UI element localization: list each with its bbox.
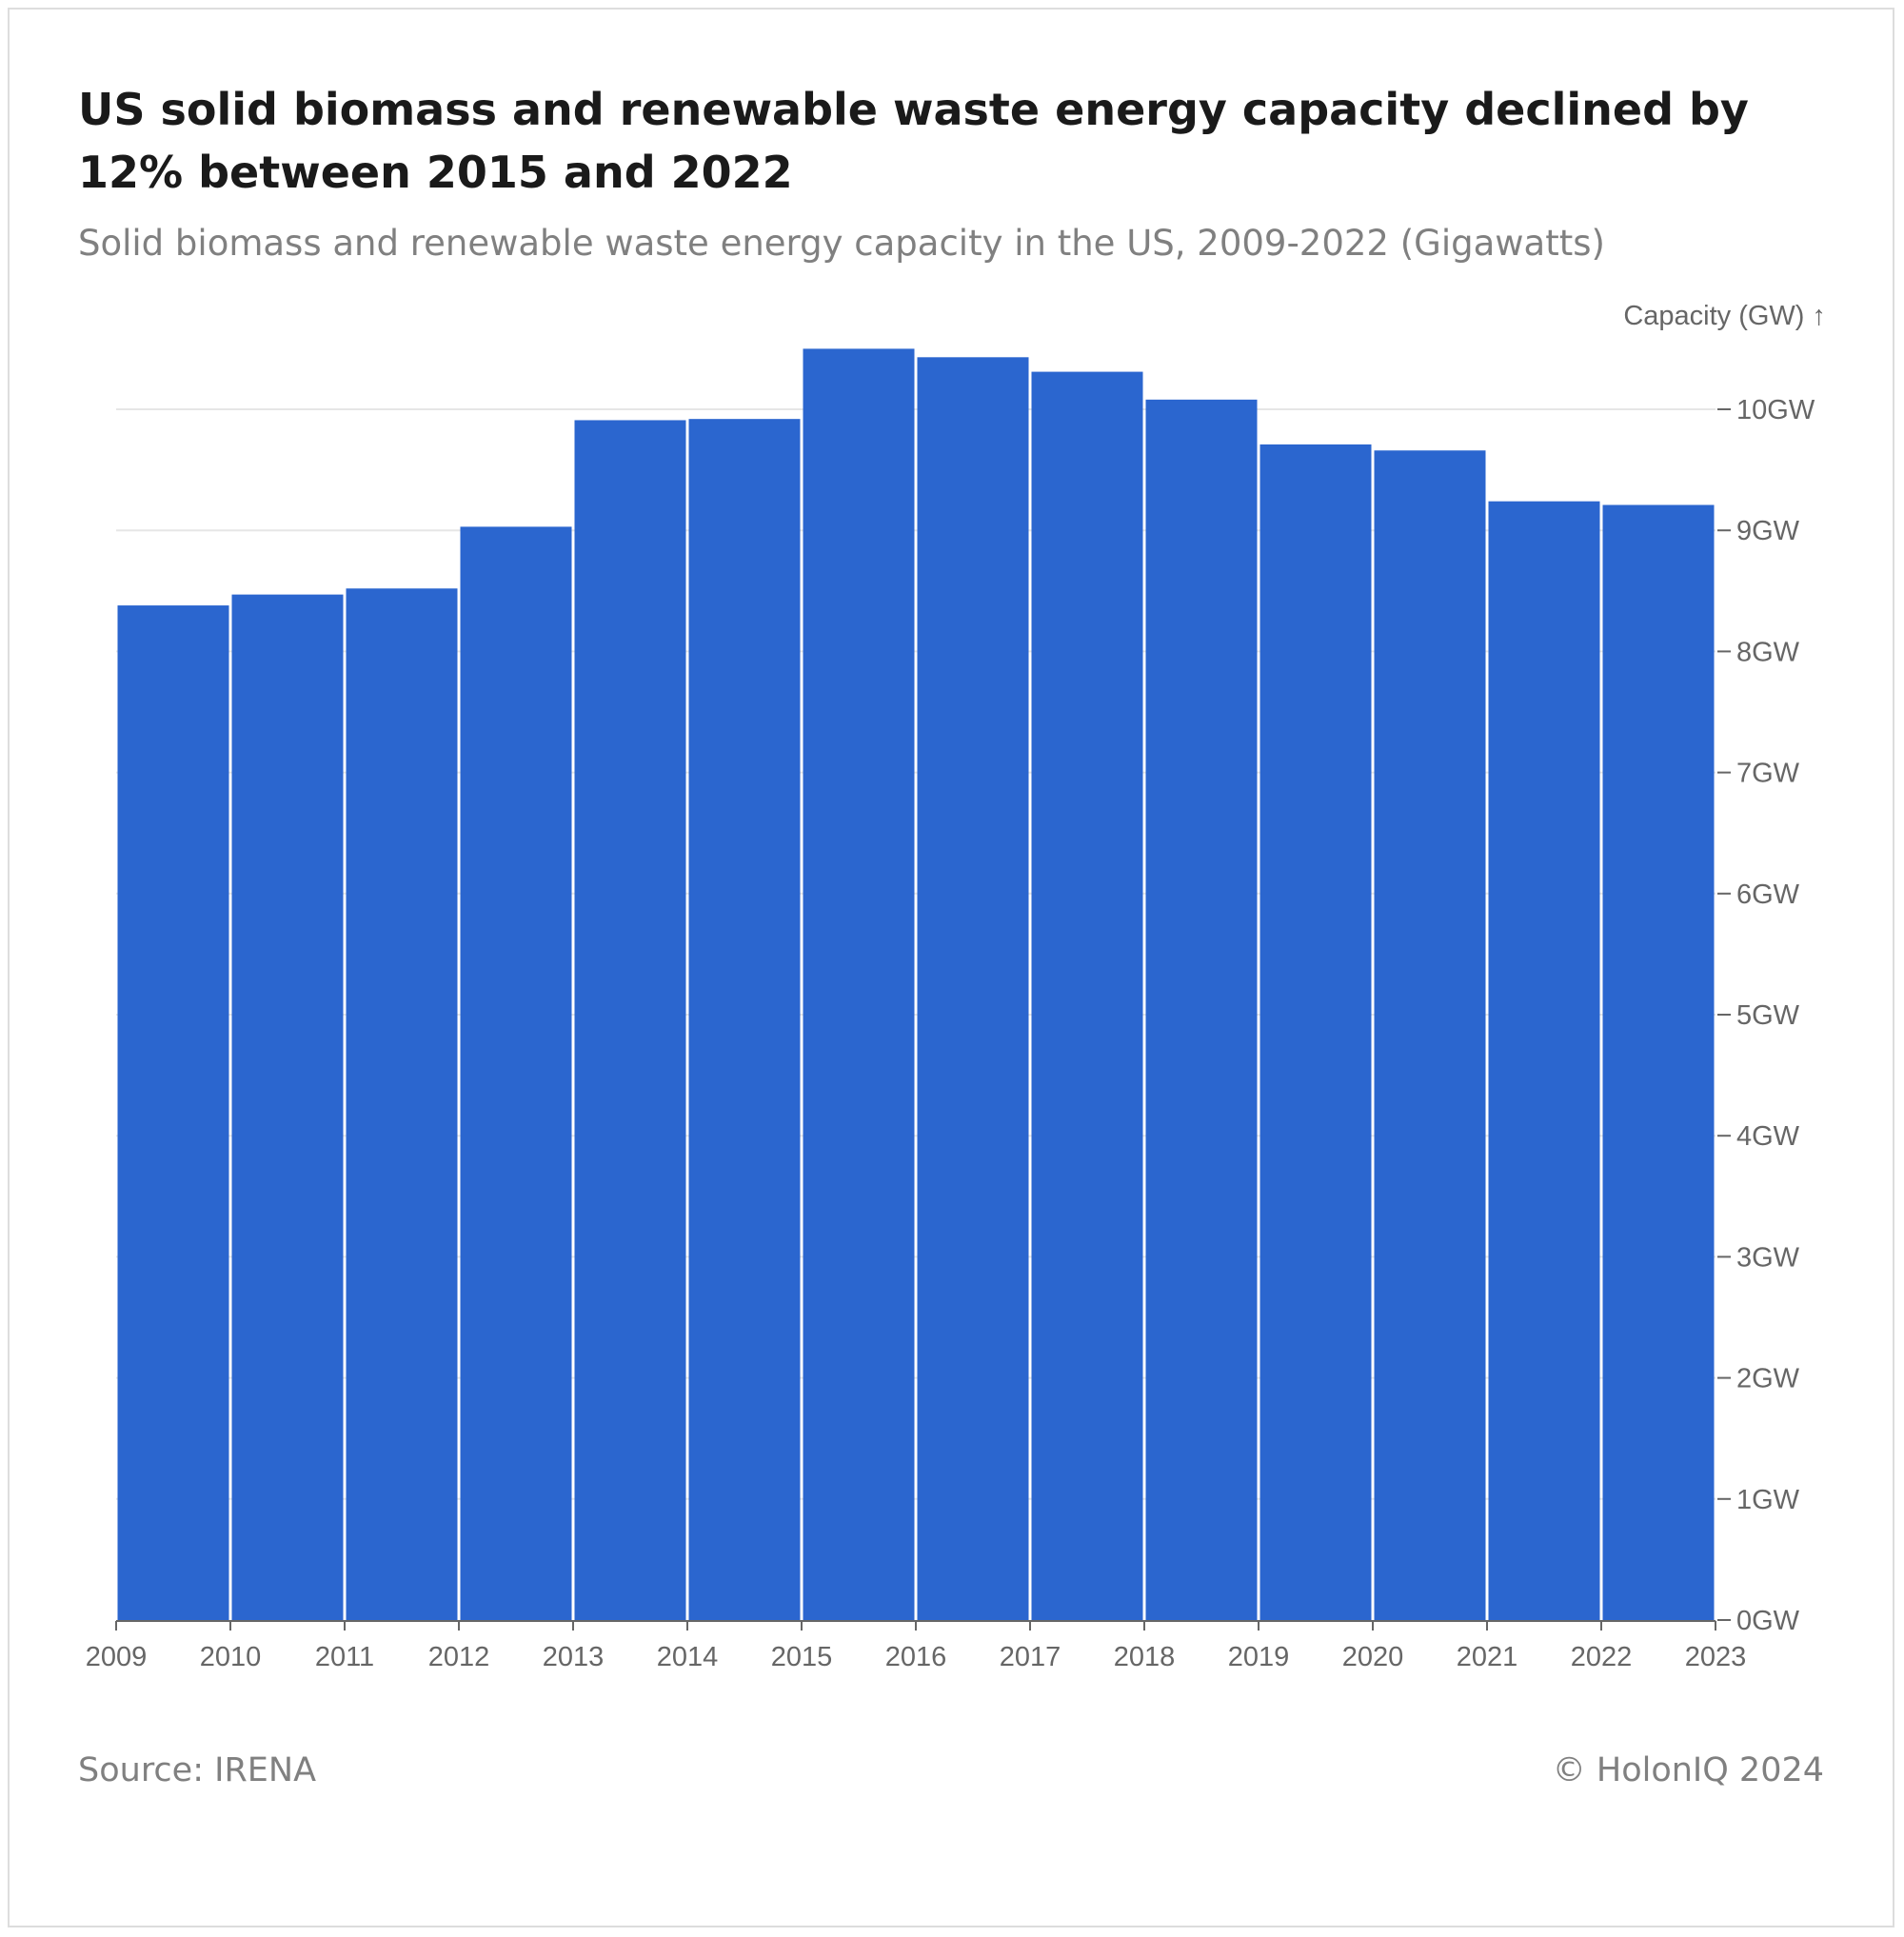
copyright-note: © HolonIQ 2024	[1552, 1751, 1824, 1789]
bars	[117, 348, 1715, 1621]
x-tick-label-2017: 2017	[1000, 1642, 1061, 1672]
x-tick-label-2016: 2016	[885, 1642, 947, 1672]
y-tick-label-3GW: 3GW	[1736, 1242, 1800, 1273]
x-tick-label-2023: 2023	[1685, 1642, 1747, 1672]
y-tick-label-10GW: 10GW	[1736, 395, 1815, 425]
bar-2016	[917, 357, 1029, 1621]
y-tick-label-9GW: 9GW	[1736, 516, 1800, 546]
y-tick-label-2GW: 2GW	[1736, 1364, 1800, 1394]
x-tick-label-2013: 2013	[543, 1642, 605, 1672]
chart-subtitle: Solid biomass and renewable waste energy…	[78, 223, 1605, 264]
x-tick-label-2010: 2010	[200, 1642, 262, 1672]
bar-2018	[1145, 399, 1258, 1621]
bar-2017	[1031, 371, 1143, 1620]
bar-2020	[1374, 450, 1486, 1620]
bar-2013	[574, 420, 686, 1620]
bar-2011	[346, 588, 458, 1620]
x-tick-label-2020: 2020	[1342, 1642, 1404, 1672]
x-tick-label-2022: 2022	[1571, 1642, 1633, 1672]
bar-2012	[460, 526, 572, 1620]
y-tick-label-7GW: 7GW	[1736, 759, 1800, 789]
source-note: Source: IRENA	[78, 1751, 317, 1789]
y-axis-title: Capacity (GW) ↑	[1623, 301, 1826, 331]
bar-2021	[1488, 501, 1600, 1620]
x-tick-label-2015: 2015	[771, 1642, 833, 1672]
bar-2019	[1259, 444, 1372, 1621]
bar-2022	[1602, 504, 1715, 1620]
x-tick-label-2014: 2014	[657, 1642, 719, 1672]
y-tick-label-5GW: 5GW	[1736, 1000, 1800, 1031]
y-tick-label-1GW: 1GW	[1736, 1485, 1800, 1515]
x-tick-label-2009: 2009	[86, 1642, 148, 1672]
bar-2010	[231, 594, 344, 1621]
x-tick-label-2018: 2018	[1114, 1642, 1176, 1672]
y-tick-label-8GW: 8GW	[1736, 637, 1800, 667]
bar-2015	[803, 348, 915, 1620]
chart-title: US solid biomass and renewable waste ene…	[78, 84, 1749, 198]
y-tick-label-0GW: 0GW	[1736, 1606, 1800, 1636]
bar-2009	[117, 605, 229, 1621]
bar-2014	[688, 419, 801, 1620]
y-tick-label-6GW: 6GW	[1736, 880, 1800, 910]
y-tick-label-4GW: 4GW	[1736, 1121, 1800, 1152]
x-tick-label-2011: 2011	[315, 1642, 374, 1672]
x-tick-label-2012: 2012	[428, 1642, 490, 1672]
x-tick-label-2019: 2019	[1228, 1642, 1290, 1672]
x-tick-label-2021: 2021	[1457, 1642, 1518, 1672]
axes: 2009 2010 2011 2012 2013 2014 2015 2016 2017 2018…	[86, 395, 1815, 1672]
